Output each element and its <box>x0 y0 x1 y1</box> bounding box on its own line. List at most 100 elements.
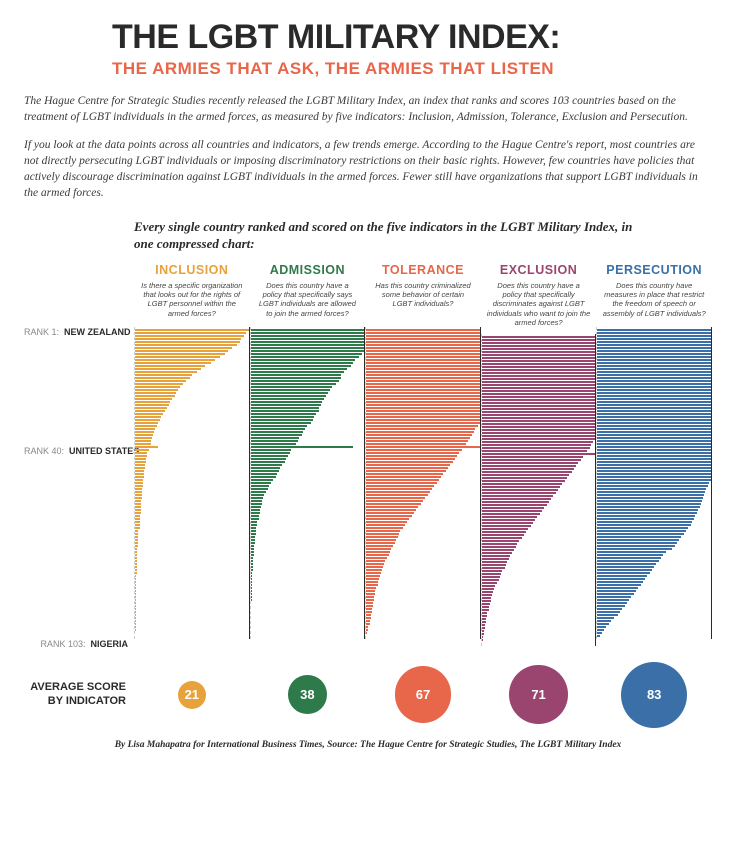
bar <box>597 605 624 607</box>
bar <box>597 329 711 331</box>
bar <box>597 434 711 436</box>
indicator-desc: Has this country criminalized some behav… <box>365 277 481 327</box>
bar <box>251 404 321 406</box>
bar <box>597 416 711 418</box>
bar <box>482 567 505 569</box>
bar <box>482 636 483 638</box>
bar <box>366 458 455 460</box>
bar <box>135 506 141 508</box>
bar <box>251 581 252 583</box>
bar <box>135 581 136 583</box>
bars-inclusion <box>134 327 250 639</box>
bar <box>135 515 140 517</box>
bar <box>366 626 368 628</box>
bar <box>251 407 319 409</box>
bar <box>597 461 711 463</box>
bar <box>597 614 617 616</box>
bar <box>366 341 480 343</box>
bar <box>597 521 691 523</box>
bar <box>135 524 140 526</box>
bar <box>482 501 549 503</box>
bar <box>482 594 492 596</box>
bar <box>482 564 506 566</box>
bar <box>482 420 596 422</box>
bar <box>366 473 443 475</box>
bar <box>597 473 711 475</box>
bar <box>597 581 642 583</box>
bar <box>251 530 257 532</box>
bar <box>366 464 450 466</box>
bar <box>482 588 494 590</box>
bar <box>366 602 373 604</box>
bar <box>482 537 522 539</box>
bar <box>366 623 369 625</box>
bar <box>366 344 480 346</box>
bar <box>482 453 596 455</box>
bar <box>482 513 540 515</box>
bar <box>135 521 140 523</box>
bar <box>251 497 263 499</box>
bar <box>135 389 178 391</box>
bar <box>135 446 158 448</box>
bar <box>135 473 144 475</box>
bar <box>482 612 488 614</box>
bar <box>251 413 317 415</box>
bar <box>251 563 253 565</box>
bar <box>597 422 711 424</box>
bar <box>135 605 136 607</box>
bar <box>251 596 252 598</box>
bar <box>597 371 711 373</box>
bar <box>135 386 180 388</box>
bar <box>482 423 596 425</box>
bar <box>135 551 137 553</box>
bar <box>597 362 711 364</box>
bar <box>251 443 296 445</box>
bar <box>482 411 596 413</box>
bar <box>482 429 596 431</box>
bar <box>597 590 636 592</box>
bar <box>482 615 488 617</box>
bar <box>597 407 711 409</box>
bar <box>366 482 436 484</box>
bar <box>366 371 480 373</box>
bar <box>135 554 137 556</box>
bar <box>135 542 138 544</box>
bar <box>135 617 136 619</box>
bar <box>366 608 372 610</box>
bar <box>251 431 303 433</box>
bar <box>366 407 480 409</box>
bar <box>251 353 362 355</box>
bar <box>366 392 480 394</box>
bar <box>366 437 469 439</box>
bar <box>135 497 142 499</box>
bar <box>135 404 169 406</box>
bar <box>482 408 596 410</box>
bar <box>482 459 581 461</box>
bar <box>251 392 328 394</box>
bar <box>366 500 423 502</box>
bar <box>597 599 629 601</box>
bar <box>597 515 695 517</box>
bar <box>597 482 708 484</box>
bar <box>135 587 136 589</box>
bar <box>366 479 439 481</box>
bar <box>366 620 369 622</box>
bar <box>251 539 256 541</box>
bar <box>482 561 507 563</box>
bar <box>597 623 608 625</box>
bar <box>482 576 500 578</box>
bar <box>366 455 457 457</box>
bar <box>251 332 365 334</box>
bar <box>366 593 375 595</box>
bar <box>482 591 493 593</box>
bar <box>366 467 448 469</box>
bar <box>135 599 136 601</box>
bars-exclusion <box>481 334 597 646</box>
bar <box>597 353 711 355</box>
bar <box>251 374 342 376</box>
bar <box>482 552 513 554</box>
bar <box>597 428 711 430</box>
bar <box>597 431 711 433</box>
bar <box>482 534 524 536</box>
bar <box>135 437 152 439</box>
